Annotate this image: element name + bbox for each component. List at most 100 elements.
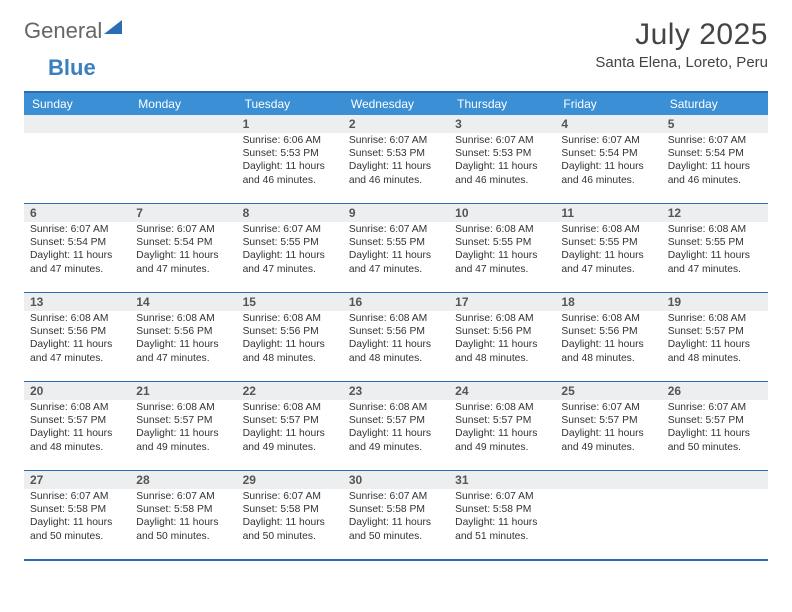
sunset-text: Sunset: 5:54 PM [136, 236, 230, 249]
sunset-text: Sunset: 5:54 PM [561, 147, 655, 160]
day-details: Sunrise: 6:08 AMSunset: 5:56 PMDaylight:… [449, 311, 555, 368]
day-cell: 11Sunrise: 6:08 AMSunset: 5:55 PMDayligh… [555, 204, 661, 292]
day-details: Sunrise: 6:08 AMSunset: 5:55 PMDaylight:… [662, 222, 768, 279]
sunrise-text: Sunrise: 6:08 AM [455, 401, 549, 414]
week-row: 6Sunrise: 6:07 AMSunset: 5:54 PMDaylight… [24, 203, 768, 292]
logo-triangle-icon [104, 20, 122, 34]
day-details: Sunrise: 6:07 AMSunset: 5:54 PMDaylight:… [130, 222, 236, 279]
daylight-text: Daylight: 11 hours and 48 minutes. [668, 338, 762, 364]
sunrise-text: Sunrise: 6:07 AM [243, 223, 337, 236]
sunrise-text: Sunrise: 6:08 AM [561, 312, 655, 325]
daylight-text: Daylight: 11 hours and 49 minutes. [455, 427, 549, 453]
sunset-text: Sunset: 5:54 PM [30, 236, 124, 249]
sunset-text: Sunset: 5:56 PM [30, 325, 124, 338]
day-header-row: Sunday Monday Tuesday Wednesday Thursday… [24, 93, 768, 115]
day-header: Monday [130, 93, 236, 115]
week-row: 13Sunrise: 6:08 AMSunset: 5:56 PMDayligh… [24, 292, 768, 381]
sunset-text: Sunset: 5:55 PM [668, 236, 762, 249]
day-details: Sunrise: 6:08 AMSunset: 5:57 PMDaylight:… [130, 400, 236, 457]
day-cell: 25Sunrise: 6:07 AMSunset: 5:57 PMDayligh… [555, 382, 661, 470]
sunrise-text: Sunrise: 6:07 AM [668, 401, 762, 414]
day-header: Saturday [662, 93, 768, 115]
day-number: 8 [237, 204, 343, 222]
sunset-text: Sunset: 5:56 PM [349, 325, 443, 338]
sunset-text: Sunset: 5:58 PM [243, 503, 337, 516]
day-details: Sunrise: 6:08 AMSunset: 5:56 PMDaylight:… [130, 311, 236, 368]
day-number: 16 [343, 293, 449, 311]
day-number [24, 115, 130, 133]
day-number: 9 [343, 204, 449, 222]
day-details: Sunrise: 6:07 AMSunset: 5:53 PMDaylight:… [343, 133, 449, 190]
week-row: 20Sunrise: 6:08 AMSunset: 5:57 PMDayligh… [24, 381, 768, 470]
sunset-text: Sunset: 5:57 PM [668, 325, 762, 338]
day-details: Sunrise: 6:06 AMSunset: 5:53 PMDaylight:… [237, 133, 343, 190]
day-cell: 16Sunrise: 6:08 AMSunset: 5:56 PMDayligh… [343, 293, 449, 381]
daylight-text: Daylight: 11 hours and 47 minutes. [136, 338, 230, 364]
day-number: 20 [24, 382, 130, 400]
sunrise-text: Sunrise: 6:08 AM [30, 401, 124, 414]
daylight-text: Daylight: 11 hours and 50 minutes. [349, 516, 443, 542]
sunrise-text: Sunrise: 6:08 AM [668, 223, 762, 236]
day-cell: 18Sunrise: 6:08 AMSunset: 5:56 PMDayligh… [555, 293, 661, 381]
day-number: 7 [130, 204, 236, 222]
day-header: Wednesday [343, 93, 449, 115]
day-cell: 20Sunrise: 6:08 AMSunset: 5:57 PMDayligh… [24, 382, 130, 470]
sunrise-text: Sunrise: 6:07 AM [668, 134, 762, 147]
daylight-text: Daylight: 11 hours and 46 minutes. [349, 160, 443, 186]
day-cell: 3Sunrise: 6:07 AMSunset: 5:53 PMDaylight… [449, 115, 555, 203]
sunrise-text: Sunrise: 6:08 AM [243, 312, 337, 325]
day-cell: 31Sunrise: 6:07 AMSunset: 5:58 PMDayligh… [449, 471, 555, 559]
day-cell: 7Sunrise: 6:07 AMSunset: 5:54 PMDaylight… [130, 204, 236, 292]
day-cell [555, 471, 661, 559]
daylight-text: Daylight: 11 hours and 48 minutes. [349, 338, 443, 364]
daylight-text: Daylight: 11 hours and 48 minutes. [243, 338, 337, 364]
sunset-text: Sunset: 5:55 PM [561, 236, 655, 249]
day-cell: 19Sunrise: 6:08 AMSunset: 5:57 PMDayligh… [662, 293, 768, 381]
sunrise-text: Sunrise: 6:07 AM [349, 490, 443, 503]
calendar-page: General July 2025 Santa Elena, Loreto, P… [0, 0, 792, 579]
day-cell: 1Sunrise: 6:06 AMSunset: 5:53 PMDaylight… [237, 115, 343, 203]
sunrise-text: Sunrise: 6:08 AM [30, 312, 124, 325]
day-number: 3 [449, 115, 555, 133]
day-number: 1 [237, 115, 343, 133]
day-details: Sunrise: 6:07 AMSunset: 5:54 PMDaylight:… [555, 133, 661, 190]
sunrise-text: Sunrise: 6:07 AM [455, 134, 549, 147]
sunset-text: Sunset: 5:55 PM [455, 236, 549, 249]
day-cell: 10Sunrise: 6:08 AMSunset: 5:55 PMDayligh… [449, 204, 555, 292]
logo: General [24, 18, 122, 44]
day-header: Thursday [449, 93, 555, 115]
week-row: 1Sunrise: 6:06 AMSunset: 5:53 PMDaylight… [24, 115, 768, 203]
day-number: 24 [449, 382, 555, 400]
day-number [662, 471, 768, 489]
day-cell: 29Sunrise: 6:07 AMSunset: 5:58 PMDayligh… [237, 471, 343, 559]
daylight-text: Daylight: 11 hours and 47 minutes. [561, 249, 655, 275]
daylight-text: Daylight: 11 hours and 49 minutes. [561, 427, 655, 453]
day-cell: 24Sunrise: 6:08 AMSunset: 5:57 PMDayligh… [449, 382, 555, 470]
day-details: Sunrise: 6:07 AMSunset: 5:55 PMDaylight:… [237, 222, 343, 279]
daylight-text: Daylight: 11 hours and 50 minutes. [30, 516, 124, 542]
day-number: 18 [555, 293, 661, 311]
day-details: Sunrise: 6:07 AMSunset: 5:54 PMDaylight:… [662, 133, 768, 190]
daylight-text: Daylight: 11 hours and 47 minutes. [455, 249, 549, 275]
sunset-text: Sunset: 5:53 PM [349, 147, 443, 160]
day-details: Sunrise: 6:08 AMSunset: 5:57 PMDaylight:… [449, 400, 555, 457]
sunset-text: Sunset: 5:56 PM [455, 325, 549, 338]
sunrise-text: Sunrise: 6:07 AM [561, 134, 655, 147]
day-cell [130, 115, 236, 203]
day-cell: 26Sunrise: 6:07 AMSunset: 5:57 PMDayligh… [662, 382, 768, 470]
day-cell: 21Sunrise: 6:08 AMSunset: 5:57 PMDayligh… [130, 382, 236, 470]
sunrise-text: Sunrise: 6:06 AM [243, 134, 337, 147]
day-details: Sunrise: 6:07 AMSunset: 5:58 PMDaylight:… [130, 489, 236, 546]
day-number: 29 [237, 471, 343, 489]
sunset-text: Sunset: 5:57 PM [455, 414, 549, 427]
day-cell: 27Sunrise: 6:07 AMSunset: 5:58 PMDayligh… [24, 471, 130, 559]
day-number: 21 [130, 382, 236, 400]
daylight-text: Daylight: 11 hours and 46 minutes. [455, 160, 549, 186]
daylight-text: Daylight: 11 hours and 46 minutes. [668, 160, 762, 186]
day-number: 22 [237, 382, 343, 400]
day-number: 15 [237, 293, 343, 311]
day-number: 23 [343, 382, 449, 400]
sunrise-text: Sunrise: 6:07 AM [243, 490, 337, 503]
daylight-text: Daylight: 11 hours and 47 minutes. [349, 249, 443, 275]
day-details: Sunrise: 6:08 AMSunset: 5:55 PMDaylight:… [449, 222, 555, 279]
